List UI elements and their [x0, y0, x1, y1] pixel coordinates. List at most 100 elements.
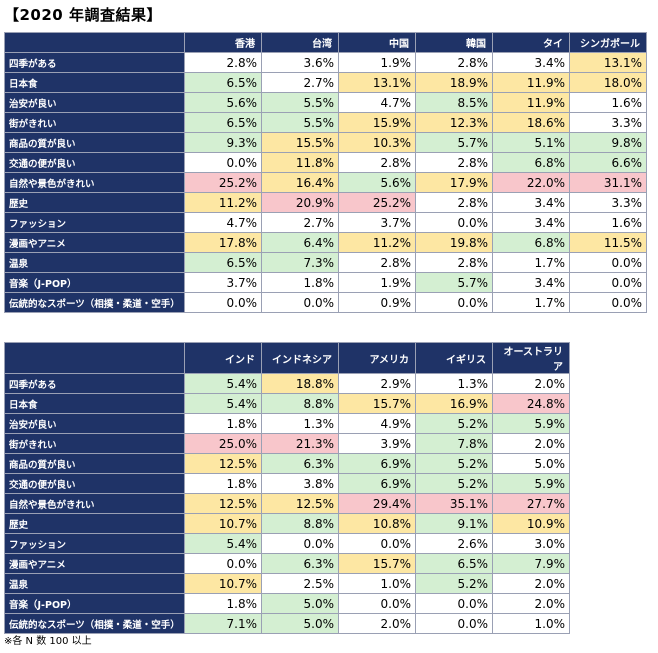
value-cell: 3.7% [338, 212, 416, 233]
header-row: 香港 台湾 中国 韓国 タイ シンガポール [4, 32, 647, 53]
row-label: 伝統的なスポーツ（相撲・柔道・空手） [4, 613, 185, 634]
value-cell: 5.0% [492, 453, 570, 474]
table-row: 交通の便が良い 1.8% 3.8% 6.9% 5.2% 5.9% [4, 473, 570, 494]
value-cell: 0.0% [261, 292, 339, 313]
table-row: 漫画やアニメ 17.8% 6.4% 11.2% 19.8% 6.8% 11.5% [4, 232, 647, 253]
country-header: オーストラリア [492, 342, 570, 374]
value-cell: 0.0% [415, 613, 493, 634]
value-cell: 1.0% [492, 613, 570, 634]
table-row: 四季がある 5.4% 18.8% 2.9% 1.3% 2.0% [4, 373, 570, 394]
value-cell: 21.3% [261, 433, 339, 454]
value-cell: 11.9% [492, 72, 570, 93]
row-label: 四季がある [4, 52, 185, 73]
value-cell: 2.8% [415, 152, 493, 173]
value-cell: 2.0% [338, 613, 416, 634]
value-cell: 6.5% [415, 553, 493, 574]
value-cell: 1.6% [569, 212, 647, 233]
value-cell: 24.8% [492, 393, 570, 414]
table-row: 治安が良い 5.6% 5.5% 4.7% 8.5% 11.9% 1.6% [4, 92, 647, 113]
table-row: 伝統的なスポーツ（相撲・柔道・空手） 7.1% 5.0% 2.0% 0.0% 1.0% [4, 613, 570, 634]
value-cell: 3.4% [492, 212, 570, 233]
value-cell: 11.9% [492, 92, 570, 113]
value-cell: 12.5% [184, 453, 262, 474]
value-cell: 11.2% [184, 192, 262, 213]
value-cell: 10.3% [338, 132, 416, 153]
table-row: 日本食 5.4% 8.8% 15.7% 16.9% 24.8% [4, 393, 570, 414]
row-label: 治安が良い [4, 92, 185, 113]
value-cell: 18.6% [492, 112, 570, 133]
row-label: 日本食 [4, 72, 185, 93]
value-cell: 0.0% [184, 553, 262, 574]
value-cell: 1.3% [415, 373, 493, 394]
survey-table-others: インド インドネシア アメリカ イギリス オーストラリア 四季がある 5.4% 18.8% 2… [4, 342, 570, 634]
value-cell: 2.8% [415, 52, 493, 73]
value-cell: 5.4% [184, 533, 262, 554]
value-cell: 1.9% [338, 272, 416, 293]
value-cell: 0.0% [569, 292, 647, 313]
row-label: 四季がある [4, 373, 185, 394]
value-cell: 1.3% [261, 413, 339, 434]
value-cell: 5.2% [415, 473, 493, 494]
value-cell: 1.9% [338, 52, 416, 73]
value-cell: 22.0% [492, 172, 570, 193]
value-cell: 25.0% [184, 433, 262, 454]
value-cell: 5.2% [415, 413, 493, 434]
value-cell: 25.2% [184, 172, 262, 193]
value-cell: 8.8% [261, 393, 339, 414]
value-cell: 2.8% [338, 152, 416, 173]
value-cell: 2.7% [261, 212, 339, 233]
value-cell: 3.8% [261, 473, 339, 494]
country-header: 台湾 [261, 32, 339, 53]
value-cell: 6.6% [569, 152, 647, 173]
value-cell: 11.5% [569, 232, 647, 253]
value-cell: 0.0% [569, 272, 647, 293]
value-cell: 3.4% [492, 272, 570, 293]
table-row: 歴史 10.7% 8.8% 10.8% 9.1% 10.9% [4, 513, 570, 534]
table-row: 交通の便が良い 0.0% 11.8% 2.8% 2.8% 6.8% 6.6% [4, 152, 647, 173]
table-row: 治安が良い 1.8% 1.3% 4.9% 5.2% 5.9% [4, 413, 570, 434]
value-cell: 0.0% [338, 533, 416, 554]
value-cell: 6.8% [492, 152, 570, 173]
value-cell: 2.0% [492, 593, 570, 614]
row-label: 音楽（J-POP） [4, 272, 185, 293]
value-cell: 6.4% [261, 232, 339, 253]
row-label: 交通の便が良い [4, 152, 185, 173]
value-cell: 5.5% [261, 112, 339, 133]
value-cell: 10.8% [338, 513, 416, 534]
value-cell: 19.8% [415, 232, 493, 253]
value-cell: 12.5% [261, 493, 339, 514]
header-row: インド インドネシア アメリカ イギリス オーストラリア [4, 342, 570, 374]
value-cell: 7.1% [184, 613, 262, 634]
value-cell: 18.8% [261, 373, 339, 394]
value-cell: 1.7% [492, 292, 570, 313]
value-cell: 11.8% [261, 152, 339, 173]
country-header: アメリカ [338, 342, 416, 374]
value-cell: 1.8% [261, 272, 339, 293]
value-cell: 1.0% [338, 573, 416, 594]
country-header: タイ [492, 32, 570, 53]
country-header: 香港 [184, 32, 262, 53]
value-cell: 5.5% [261, 92, 339, 113]
value-cell: 2.0% [492, 573, 570, 594]
value-cell: 0.0% [184, 292, 262, 313]
footnote: ※各 N 数 100 以上 [4, 636, 92, 647]
table-row: 温泉 6.5% 7.3% 2.8% 2.8% 1.7% 0.0% [4, 252, 647, 273]
value-cell: 5.7% [415, 272, 493, 293]
table-row: 自然や景色がきれい 12.5% 12.5% 29.4% 35.1% 27.7% [4, 493, 570, 514]
value-cell: 12.3% [415, 112, 493, 133]
value-cell: 5.4% [184, 373, 262, 394]
value-cell: 5.7% [415, 132, 493, 153]
value-cell: 4.7% [338, 92, 416, 113]
value-cell: 35.1% [415, 493, 493, 514]
value-cell: 6.3% [261, 553, 339, 574]
value-cell: 3.3% [569, 192, 647, 213]
value-cell: 15.9% [338, 112, 416, 133]
value-cell: 2.6% [415, 533, 493, 554]
value-cell: 5.9% [492, 413, 570, 434]
value-cell: 3.9% [338, 433, 416, 454]
value-cell: 16.9% [415, 393, 493, 414]
value-cell: 9.3% [184, 132, 262, 153]
country-header: シンガポール [569, 32, 647, 53]
value-cell: 12.5% [184, 493, 262, 514]
value-cell: 5.9% [492, 473, 570, 494]
